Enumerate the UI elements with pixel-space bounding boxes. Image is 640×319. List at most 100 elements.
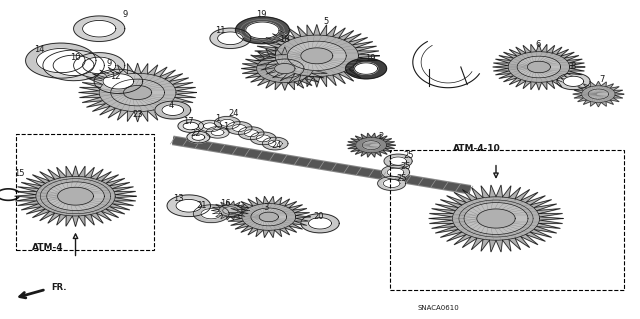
Polygon shape (250, 132, 276, 145)
Polygon shape (187, 131, 210, 143)
Text: 24: 24 (228, 109, 239, 118)
Polygon shape (527, 61, 550, 73)
Polygon shape (246, 22, 279, 39)
Bar (390, 150, 624, 290)
Polygon shape (204, 123, 216, 129)
Polygon shape (162, 105, 184, 115)
Text: 23: 23 (132, 110, 143, 119)
Polygon shape (210, 28, 251, 48)
Polygon shape (573, 81, 624, 107)
Text: 14: 14 (35, 45, 45, 54)
Text: 5: 5 (324, 17, 329, 26)
Text: 7: 7 (599, 75, 604, 84)
Polygon shape (223, 207, 238, 214)
Polygon shape (355, 63, 378, 74)
Polygon shape (211, 129, 224, 136)
Text: 13: 13 (173, 194, 183, 203)
Text: 18: 18 (280, 35, 290, 44)
Polygon shape (192, 134, 205, 140)
Polygon shape (241, 47, 328, 90)
Polygon shape (346, 58, 387, 79)
Polygon shape (384, 154, 412, 168)
Polygon shape (464, 203, 528, 234)
Polygon shape (308, 218, 332, 229)
Polygon shape (178, 120, 204, 132)
Polygon shape (381, 165, 410, 179)
Polygon shape (259, 212, 278, 222)
Polygon shape (94, 69, 143, 93)
Polygon shape (477, 209, 515, 228)
Polygon shape (588, 89, 609, 99)
Polygon shape (227, 196, 310, 238)
Polygon shape (256, 135, 270, 142)
Polygon shape (236, 17, 289, 44)
Text: 19: 19 (365, 54, 375, 63)
Polygon shape (517, 56, 561, 78)
Text: 19: 19 (256, 10, 266, 19)
Polygon shape (362, 141, 380, 150)
Text: 2: 2 (379, 132, 384, 141)
Polygon shape (103, 74, 134, 89)
Polygon shape (53, 55, 94, 76)
Polygon shape (301, 48, 333, 64)
Text: FR.: FR. (51, 283, 67, 292)
Text: 16: 16 (220, 199, 230, 208)
Polygon shape (214, 116, 240, 129)
Text: 20: 20 (314, 212, 324, 221)
Text: 6: 6 (535, 40, 540, 49)
Polygon shape (268, 140, 282, 147)
Text: 9: 9 (122, 10, 127, 19)
Polygon shape (239, 127, 264, 139)
Polygon shape (79, 63, 196, 122)
Text: 3: 3 (263, 203, 268, 212)
Polygon shape (275, 63, 295, 74)
Polygon shape (155, 101, 191, 119)
Bar (16, 134, 154, 250)
Text: 12: 12 (110, 72, 120, 81)
Text: 1: 1 (223, 122, 228, 130)
Polygon shape (262, 137, 288, 150)
Polygon shape (183, 122, 198, 130)
Polygon shape (206, 127, 229, 138)
Polygon shape (493, 44, 585, 90)
Polygon shape (74, 16, 125, 41)
Polygon shape (387, 168, 404, 176)
Polygon shape (266, 59, 304, 78)
Polygon shape (211, 201, 250, 220)
Text: 4: 4 (169, 101, 174, 110)
Text: ATM-4: ATM-4 (32, 243, 64, 252)
Text: ATM-4-10: ATM-4-10 (453, 144, 500, 153)
Text: 24: 24 (271, 141, 282, 150)
Polygon shape (83, 57, 116, 74)
Polygon shape (378, 176, 406, 190)
Polygon shape (176, 199, 202, 212)
Text: 25: 25 (401, 162, 411, 171)
Text: 8: 8 (571, 63, 576, 71)
Polygon shape (167, 195, 211, 217)
Text: 17: 17 (184, 117, 194, 126)
Polygon shape (83, 20, 116, 37)
Polygon shape (74, 53, 125, 78)
Polygon shape (15, 166, 136, 226)
Polygon shape (36, 48, 85, 73)
Polygon shape (383, 179, 400, 188)
Text: 25: 25 (397, 174, 407, 182)
Polygon shape (557, 73, 590, 90)
Text: SNACA0610: SNACA0610 (417, 305, 460, 311)
Polygon shape (227, 122, 252, 134)
Polygon shape (254, 25, 380, 87)
Polygon shape (58, 187, 93, 205)
Polygon shape (563, 76, 584, 86)
Polygon shape (232, 124, 246, 131)
Polygon shape (111, 79, 164, 106)
Polygon shape (198, 120, 221, 132)
Polygon shape (201, 209, 221, 219)
Polygon shape (218, 32, 243, 45)
Text: 1: 1 (215, 114, 220, 123)
Text: 15: 15 (14, 169, 24, 178)
Polygon shape (193, 205, 229, 223)
Polygon shape (47, 182, 104, 211)
Text: 25: 25 (403, 151, 413, 160)
Polygon shape (287, 41, 346, 70)
Text: 10: 10 (70, 53, 81, 62)
